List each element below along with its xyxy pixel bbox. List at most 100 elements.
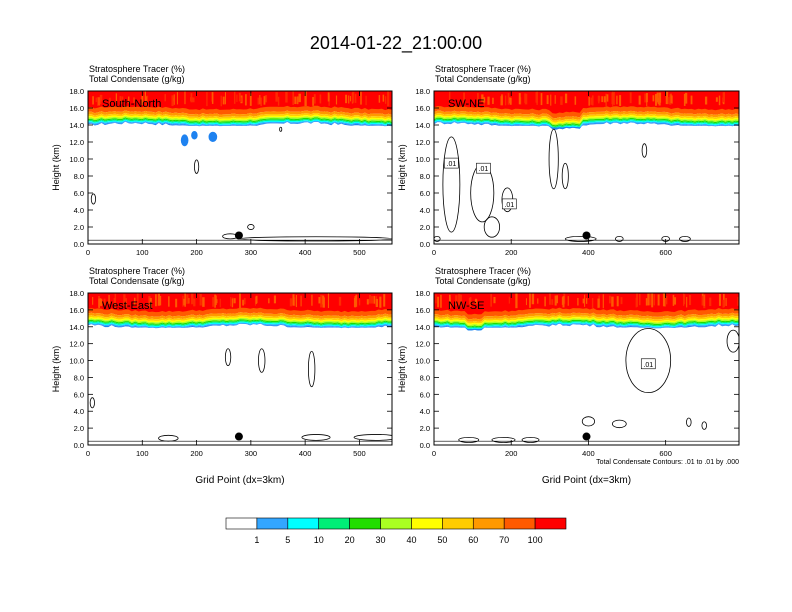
location-marker: [234, 432, 243, 441]
y-axis-label: Height (km): [51, 346, 61, 393]
x-tick-label: 400: [582, 248, 595, 257]
tracer-band: [434, 317, 739, 327]
colorbar-label: 1: [254, 535, 259, 545]
condensate-contour: [561, 162, 569, 190]
x-tick-label: 400: [299, 248, 312, 257]
colorbar-label: 100: [528, 535, 543, 545]
tracer-band: [88, 319, 392, 325]
condensate-contour: [90, 193, 97, 205]
location-marker: [582, 432, 591, 441]
y-tick-label: 18.0: [415, 87, 430, 96]
colorbar-box: [534, 517, 567, 530]
y-tick-label: 16.0: [415, 306, 430, 315]
plot-frame: [87, 292, 393, 446]
x-tick-label: 600: [659, 449, 672, 458]
y-axis-label: Height (km): [397, 144, 407, 191]
condensate-contour: [679, 235, 691, 242]
colorbar-box: [472, 517, 505, 530]
colorbar-label: 30: [376, 535, 386, 545]
tracer-band: [88, 320, 392, 327]
y-axis-label: Height (km): [397, 346, 407, 393]
x-tick-label: 100: [136, 248, 149, 257]
condensate-contour: [611, 419, 627, 429]
tracer-band: [434, 322, 739, 331]
y-tick-label: 10.0: [69, 357, 84, 366]
x-tick-label: 0: [86, 248, 90, 257]
tracer-band: [434, 312, 739, 322]
tracer-band: [434, 113, 739, 123]
tracer-band: [88, 318, 392, 324]
x-axis-label: Grid Point (dx=3km): [542, 475, 631, 486]
plot-frame: [433, 292, 740, 446]
condensate-contour: [279, 126, 283, 132]
y-tick-label: 8.0: [74, 172, 84, 181]
y-tick-label: 2.0: [420, 223, 430, 232]
colorbar-box: [442, 517, 474, 530]
y-tick-label: 2.0: [420, 424, 430, 433]
x-tick-label: 400: [299, 449, 312, 458]
figure-title: 2014-01-22_21:00:00: [310, 33, 482, 54]
y-tick-label: 14.0: [69, 121, 84, 130]
y-tick-label: 6.0: [74, 390, 84, 399]
location-marker: [582, 231, 591, 240]
y-tick-label: 18.0: [69, 289, 84, 298]
tracer-band: [434, 114, 739, 124]
y-tick-label: 18.0: [415, 289, 430, 298]
contour-label: .01: [476, 162, 491, 174]
colorbar-box: [349, 517, 381, 530]
panel-south-north: Stratosphere Tracer (%)Total Condensate …: [51, 64, 393, 257]
tracer-band: [88, 322, 392, 329]
panel-sw-ne: Stratosphere Tracer (%)Total Condensate …: [397, 64, 740, 257]
tracer-band: [88, 114, 392, 121]
tracer-band: [434, 116, 739, 126]
x-tick-label: 300: [245, 449, 258, 458]
tracer-band: [434, 110, 739, 121]
location-marker: [234, 231, 243, 240]
tracer-band: [434, 121, 739, 130]
tracer-band: [434, 120, 739, 129]
panel-label: NW-SE: [448, 300, 484, 312]
condensate-contour: [564, 235, 597, 242]
condensate-contour: [701, 421, 707, 430]
x-tick-label: 400: [582, 449, 595, 458]
x-tick-label: 200: [190, 248, 203, 257]
panel-label: South-North: [102, 98, 161, 110]
condensate-contour: [581, 416, 596, 427]
x-tick-label: 0: [432, 248, 436, 257]
x-tick-label: 300: [245, 248, 258, 257]
condensate-contour: [307, 350, 316, 388]
contour-label-text: .01: [447, 161, 457, 168]
condensate-contour: [548, 128, 559, 190]
ice-patch: [191, 130, 198, 140]
condensate-contour: [258, 348, 266, 373]
x-tick-label: 200: [190, 449, 203, 458]
tracer-band: [434, 319, 739, 328]
tracer-band: [88, 110, 392, 118]
colorbar-label: 40: [406, 535, 416, 545]
x-tick-label: 500: [353, 248, 366, 257]
x-tick-label: 600: [659, 248, 672, 257]
tracer-band: [88, 307, 392, 317]
tracer-band: [88, 121, 392, 127]
tracer-band: [434, 117, 739, 127]
x-tick-label: 100: [136, 449, 149, 458]
tracer-band: [88, 312, 392, 320]
y-tick-label: 4.0: [74, 206, 84, 215]
colorbar-box: [256, 517, 289, 530]
tracer-band: [88, 119, 392, 126]
tracer-band: [434, 316, 739, 325]
y-tick-label: 2.0: [74, 223, 84, 232]
y-tick-label: 0.0: [420, 441, 430, 450]
ice-patch: [208, 131, 218, 142]
tracer-band: [88, 120, 392, 127]
panel-heading-tracer: Stratosphere Tracer (%): [435, 64, 531, 74]
panel-heading-condensate: Total Condensate (g/kg): [435, 74, 531, 84]
panel-heading-tracer: Stratosphere Tracer (%): [89, 64, 185, 74]
y-tick-label: 12.0: [69, 138, 84, 147]
condensate-contour: [726, 329, 739, 353]
y-axis-label: Height (km): [51, 144, 61, 191]
y-tick-label: 2.0: [74, 424, 84, 433]
y-tick-label: 6.0: [74, 189, 84, 198]
colorbar-box: [318, 517, 350, 530]
